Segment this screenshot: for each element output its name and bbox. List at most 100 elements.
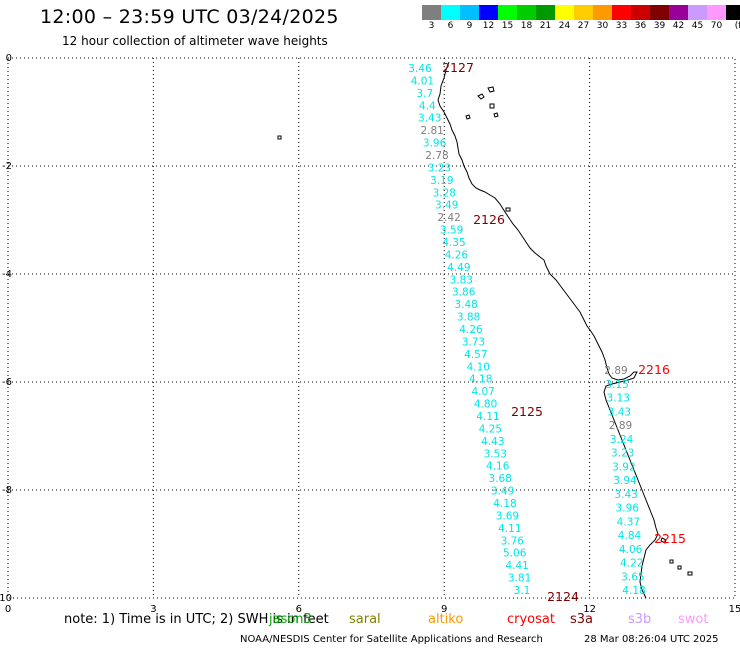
wave-height-value: 2.42: [437, 212, 460, 224]
wave-height-value: 3.43: [614, 489, 637, 501]
wave-height-value: 3.15: [605, 379, 628, 391]
x-tick-label: 3: [150, 604, 156, 615]
wave-height-value: 4.43: [481, 436, 504, 448]
coastline-path: [437, 61, 659, 599]
island-path: [660, 537, 667, 544]
wave-height-value: 3.86: [452, 287, 476, 299]
legend-swatch: [479, 5, 498, 20]
island-path: [465, 114, 471, 120]
orbit-track-label: 2127: [442, 60, 474, 75]
legend-label: 42: [672, 21, 685, 31]
orbit-track-labels: 2127 2126 2125 2124 2216 2215: [442, 60, 686, 604]
wave-height-value: 4.01: [411, 75, 434, 87]
y-tick-label: -6: [2, 377, 12, 388]
wave-height-value: 4.41: [505, 560, 528, 572]
orbit-track-label: 2215: [654, 531, 686, 546]
wave-height-value: 4.18: [493, 498, 516, 510]
island-path: [677, 565, 682, 570]
x-tick-label: 0: [5, 604, 11, 615]
wave-height-value: 3.24: [610, 434, 634, 446]
wave-height-value: 2.78: [425, 150, 448, 162]
x-tick-label: 9: [441, 604, 447, 615]
island-path: [493, 112, 499, 118]
legend-label: 27: [577, 21, 590, 31]
map-title: 12:00 – 23:59 UTC 03/24/2025: [40, 6, 339, 28]
wave-height-value: 4.35: [442, 237, 465, 249]
footer-note: note: 1) Time is in UTC; 2) SWH is in fe…: [64, 612, 329, 627]
wave-height-track-a: 3.464.013.74.43.432.813.962.783.233.193.…: [408, 63, 531, 597]
x-tick-label: 6: [296, 604, 302, 615]
legend-swatch: [612, 5, 631, 20]
legend-swatch: [517, 5, 536, 20]
wave-height-value: 3.7: [417, 88, 434, 100]
y-tick-label: -8: [2, 485, 12, 496]
wave-height-value: 2.81: [420, 125, 443, 137]
wave-height-value: 3.53: [484, 448, 507, 460]
legend-swatch: [593, 5, 612, 20]
wave-height-value: 2.89: [609, 420, 632, 432]
orbit-track-label: 2126: [473, 212, 505, 227]
legend-label: 21: [539, 21, 552, 31]
legend-swatch: [555, 5, 574, 20]
wave-height-value: 3.49: [491, 486, 514, 498]
map-subtitle: 12 hour collection of altimeter wave hei…: [62, 34, 328, 48]
wave-height-value: 3.92: [612, 461, 635, 473]
legend-label: 70: [710, 21, 723, 31]
legend-swatch: [688, 5, 707, 20]
legend-label: 36: [634, 21, 647, 31]
legend-swatch: [422, 5, 441, 20]
legend-label: 33: [615, 21, 628, 31]
legend-label: 15: [501, 21, 514, 31]
island-path: [487, 86, 495, 93]
mission-s3a: s3a: [570, 612, 594, 627]
legend-swatch: [498, 5, 517, 20]
island-path: [489, 103, 495, 109]
orbit-track-label: 2124: [547, 589, 579, 604]
wave-height-value: 3.13: [607, 393, 630, 405]
wave-height-value: 3.69: [496, 510, 519, 522]
wave-height-value: 3.46: [408, 63, 432, 75]
wave-height-value: 3.48: [454, 299, 477, 311]
legend-label: 18: [520, 21, 533, 31]
legend-swatch: [441, 5, 460, 20]
x-tick-label: 12: [583, 604, 596, 615]
wave-height-value: 3.96: [616, 503, 640, 515]
wave-height-value: 2.89: [604, 365, 627, 377]
wave-height-value: 3.28: [433, 187, 456, 199]
legend-label: 9: [466, 21, 473, 31]
legend-label: 30: [596, 21, 609, 31]
wave-height-value: 3.76: [501, 535, 525, 547]
wave-height-value: 4.16: [486, 461, 510, 473]
y-tick-label: 0: [6, 53, 12, 64]
wave-height-value: 4.4: [419, 100, 436, 112]
wave-height-value: 4.80: [474, 399, 497, 411]
axis-tick-labels: 0 3 6 9 12 15 0 -2 -4 -6 -8 -10: [0, 53, 740, 615]
legend-label: 39: [653, 21, 666, 31]
map-frame: [7, 57, 736, 599]
wave-height-value: 3.68: [488, 473, 511, 485]
wave-height-value: 3.23: [428, 162, 451, 174]
legend-swatch: [726, 5, 740, 20]
legend-label: 6: [447, 21, 454, 31]
island-path: [477, 93, 485, 100]
wave-height-value: 4.22: [620, 558, 643, 570]
legend-label: 45: [691, 21, 704, 31]
legend-swatch: [650, 5, 669, 20]
wave-height-value: 4.49: [447, 262, 470, 274]
orbit-track-label: 2125: [511, 404, 543, 419]
wave-height-value: 3.73: [462, 336, 485, 348]
wave-height-value: 4.37: [617, 516, 640, 528]
wave-height-value: 4.11: [476, 411, 499, 423]
wave-height-value: 3.43: [418, 113, 441, 125]
mission-cryosat: cryosat: [507, 612, 555, 627]
wave-height-track-b: 2.893.153.133.432.893.243.233.923.943.43…: [604, 365, 645, 597]
x-tick-label: 15: [729, 604, 740, 615]
legend-label: (ft): [734, 21, 740, 31]
wave-height-value: 5.06: [503, 548, 527, 560]
wave-height-value: 3.49: [435, 200, 458, 212]
legend-label: 12: [482, 21, 495, 31]
color-legend: [422, 5, 740, 20]
wave-height-value: 3.65: [621, 571, 644, 583]
